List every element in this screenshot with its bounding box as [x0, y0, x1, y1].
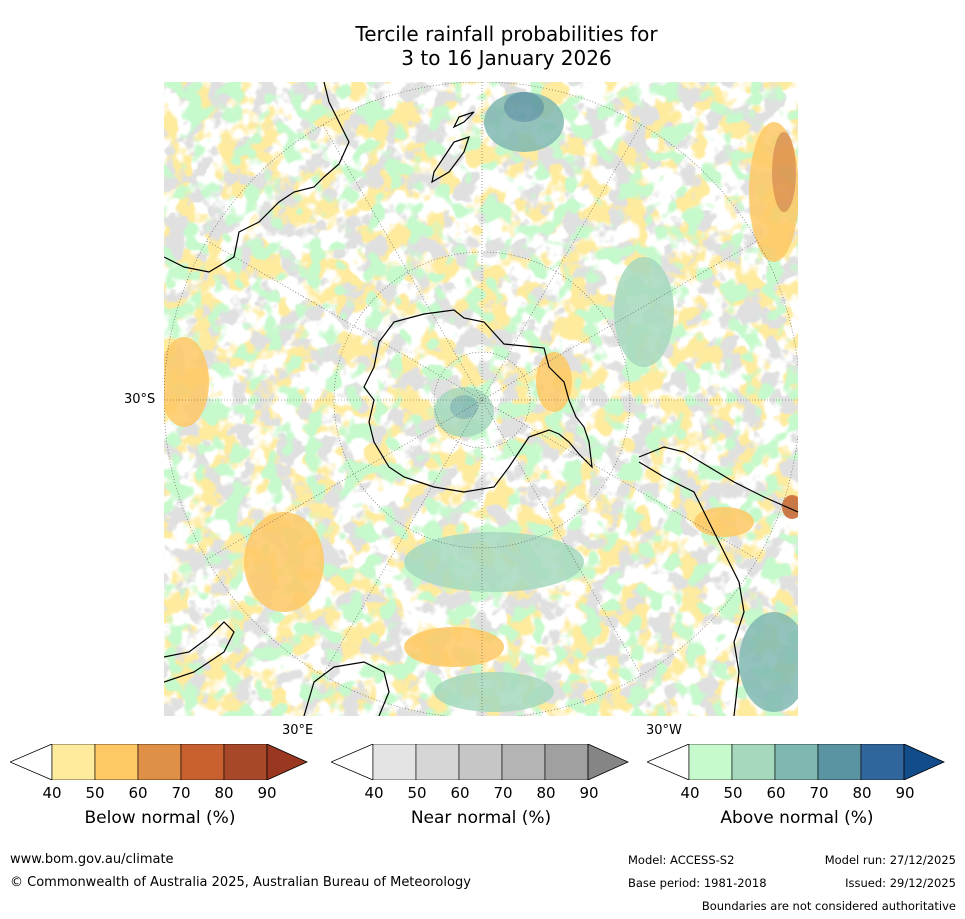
above-colorbar-segment	[774, 744, 819, 780]
near-normal-label: Near normal (%)	[410, 808, 552, 828]
above-normal-strong	[404, 92, 798, 712]
near-tick-80: 80	[536, 784, 556, 802]
above-colorbar-segment	[860, 744, 905, 780]
below-normal-label: Below normal (%)	[84, 808, 236, 828]
near-tick-70: 70	[493, 784, 513, 802]
near-tick-50: 50	[407, 784, 427, 802]
near-colorbar-segment	[415, 744, 460, 780]
australia-coast	[164, 82, 350, 273]
below-colorbar-low-extension	[10, 744, 53, 780]
coastlines	[164, 82, 798, 716]
near-tick-40: 40	[364, 784, 384, 802]
below-normal-colorbar	[10, 744, 308, 780]
lon-label-30w: 30°W	[646, 723, 682, 738]
below-colorbar-segment	[180, 744, 225, 780]
south-america-coast	[638, 446, 798, 716]
above-colorbar-segment	[688, 744, 733, 780]
lon-label-30e: 30°E	[282, 723, 314, 738]
near-colorbar-segment	[501, 744, 546, 780]
near-colorbar-low-extension	[331, 744, 374, 780]
map-title: Tercile rainfall probabilities for 3 to …	[0, 22, 965, 70]
website-link[interactable]: www.bom.gov.au/climate	[10, 852, 174, 867]
map-canvas	[164, 82, 798, 716]
below-tick-60: 60	[128, 784, 148, 802]
above-colorbar-segment	[817, 744, 862, 780]
new-zealand-coast	[431, 111, 475, 184]
below-colorbar-segment	[94, 744, 139, 780]
below-colorbar-segment	[137, 744, 182, 780]
below-colorbar-segment	[223, 744, 268, 780]
antarctica-coast	[363, 309, 593, 493]
model-run-text: Model run: 27/12/2025	[824, 853, 956, 867]
above-colorbar-high-extension	[903, 744, 945, 780]
africa-coast	[164, 621, 390, 716]
below-normal-strong	[164, 122, 798, 667]
above-tick-90: 90	[895, 784, 915, 802]
below-colorbar-high-extension	[266, 744, 308, 780]
near-colorbar-high-extension	[587, 744, 629, 780]
below-tick-80: 80	[214, 784, 234, 802]
above-normal-label: Above normal (%)	[720, 808, 874, 828]
below-colorbar-segment	[51, 744, 96, 780]
above-tick-60: 60	[766, 784, 786, 802]
above-tick-50: 50	[723, 784, 743, 802]
above-normal-colorbar	[647, 744, 945, 780]
copyright-text: © Commonwealth of Australia 2025, Austra…	[10, 875, 471, 890]
above-colorbar-segment	[731, 744, 776, 780]
near-tick-90: 90	[579, 784, 599, 802]
near-normal-colorbar	[331, 744, 629, 780]
issued-text: Issued: 29/12/2025	[845, 876, 956, 890]
below-tick-70: 70	[171, 784, 191, 802]
above-colorbar-low-extension	[647, 744, 690, 780]
disclaimer-text: Boundaries are not considered authoritat…	[701, 899, 956, 913]
above-tick-70: 70	[809, 784, 829, 802]
above-tick-80: 80	[852, 784, 872, 802]
title-line-1: Tercile rainfall probabilities for	[355, 22, 658, 46]
above-tick-40: 40	[680, 784, 700, 802]
graticule	[164, 82, 798, 716]
below-tick-90: 90	[257, 784, 277, 802]
title-line-2: 3 to 16 January 2026	[401, 46, 612, 70]
lat-label-30s: 30°S	[124, 392, 156, 407]
below-tick-50: 50	[85, 784, 105, 802]
probability-map	[164, 82, 798, 716]
model-text: Model: ACCESS-S2	[628, 853, 735, 867]
near-colorbar-segment	[458, 744, 503, 780]
near-colorbar-segment	[372, 744, 417, 780]
near-colorbar-segment	[544, 744, 589, 780]
below-tick-40: 40	[42, 784, 62, 802]
base-period-text: Base period: 1981-2018	[628, 876, 767, 890]
near-tick-60: 60	[450, 784, 470, 802]
